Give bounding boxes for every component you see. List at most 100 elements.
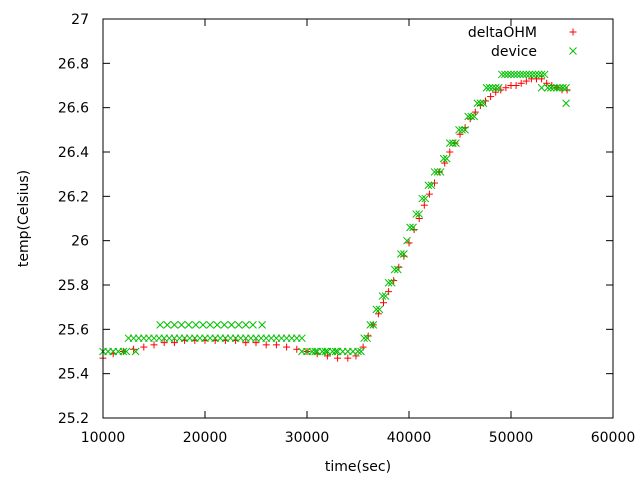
data-point-stroke bbox=[433, 168, 442, 176]
data-point-stroke bbox=[549, 83, 558, 92]
data-point bbox=[334, 354, 342, 362]
data-point bbox=[436, 168, 445, 176]
data-point bbox=[538, 75, 546, 83]
data-point-stroke bbox=[467, 112, 476, 121]
data-point-stroke bbox=[403, 236, 411, 245]
data-point-stroke bbox=[400, 250, 408, 258]
x-tick-label: 30000 bbox=[285, 430, 330, 446]
data-point bbox=[418, 194, 427, 203]
data-point-stroke bbox=[191, 321, 200, 329]
data-point-stroke bbox=[424, 181, 433, 190]
data-point-stroke bbox=[331, 347, 340, 356]
data-point bbox=[442, 154, 451, 163]
y-tick-label: 26.8 bbox=[58, 56, 89, 72]
legend: deltaOHM device bbox=[468, 25, 577, 60]
data-point-stroke bbox=[206, 321, 214, 329]
data-point bbox=[241, 321, 250, 329]
data-point-stroke bbox=[537, 83, 546, 92]
data-point-stroke bbox=[543, 83, 552, 92]
data-point-stroke bbox=[504, 70, 512, 79]
data-point-stroke bbox=[366, 321, 375, 329]
data-point-stroke bbox=[360, 334, 368, 343]
data-point bbox=[534, 70, 543, 79]
data-point-stroke bbox=[234, 321, 243, 329]
data-point bbox=[433, 168, 442, 176]
data-point-stroke bbox=[519, 70, 528, 79]
data-point-stroke bbox=[378, 292, 387, 300]
data-point-stroke bbox=[357, 347, 365, 356]
data-point bbox=[415, 215, 423, 222]
data-point-stroke bbox=[510, 70, 518, 79]
data-point-stroke bbox=[227, 321, 236, 329]
data-point-stroke bbox=[553, 83, 561, 92]
plot-frame bbox=[102, 18, 614, 419]
data-point bbox=[553, 83, 561, 92]
y-tick-label: 25.6 bbox=[58, 322, 89, 338]
data-point-stroke bbox=[396, 250, 405, 258]
data-point bbox=[170, 339, 178, 347]
data-point-stroke bbox=[534, 70, 543, 79]
data-point bbox=[439, 154, 448, 163]
data-point-stroke bbox=[415, 210, 424, 218]
data-point-stroke bbox=[479, 99, 488, 108]
data-point bbox=[449, 139, 457, 147]
data-point bbox=[420, 201, 428, 209]
data-point bbox=[249, 321, 257, 329]
x-tick-label: 10000 bbox=[81, 430, 126, 446]
data-point bbox=[378, 292, 387, 300]
data-point-stroke bbox=[473, 99, 482, 108]
data-point bbox=[464, 112, 473, 121]
data-point bbox=[556, 83, 564, 92]
data-point bbox=[537, 83, 546, 92]
data-point bbox=[252, 339, 260, 347]
data-point bbox=[559, 83, 567, 92]
data-point bbox=[562, 83, 570, 92]
data-point bbox=[492, 88, 500, 96]
y-tick-label: 25.2 bbox=[58, 411, 89, 427]
data-point-stroke bbox=[177, 321, 186, 329]
data-point bbox=[387, 278, 396, 287]
data-point-stroke bbox=[455, 125, 463, 134]
y-axis-label: temp(Celsius) bbox=[16, 170, 32, 267]
data-point bbox=[502, 84, 510, 92]
data-point bbox=[396, 250, 405, 258]
data-point-stroke bbox=[476, 99, 485, 108]
data-marks bbox=[99, 70, 571, 362]
data-point bbox=[543, 83, 552, 92]
data-point bbox=[298, 347, 306, 356]
data-point-stroke bbox=[442, 154, 451, 163]
data-point bbox=[537, 70, 546, 79]
data-point-stroke bbox=[384, 278, 393, 287]
data-point-stroke bbox=[537, 70, 546, 79]
data-point bbox=[206, 321, 214, 329]
data-point-stroke bbox=[522, 70, 531, 79]
data-point bbox=[213, 321, 222, 329]
data-point bbox=[360, 334, 368, 343]
data-point bbox=[400, 250, 408, 258]
series-1-points bbox=[99, 70, 570, 356]
data-point bbox=[220, 321, 229, 329]
data-point bbox=[516, 70, 525, 79]
data-point-stroke bbox=[488, 83, 497, 92]
data-point bbox=[546, 83, 555, 92]
data-point-stroke bbox=[258, 321, 266, 329]
data-point bbox=[150, 341, 158, 349]
data-point bbox=[513, 70, 521, 79]
data-point bbox=[485, 83, 494, 92]
data-point-stroke bbox=[122, 347, 131, 356]
data-point-stroke bbox=[393, 265, 402, 274]
data-point-stroke bbox=[156, 321, 164, 329]
data-point-stroke bbox=[249, 321, 257, 329]
data-point bbox=[455, 125, 463, 134]
y-tick-label: 25.8 bbox=[58, 278, 89, 294]
data-point bbox=[487, 93, 495, 101]
data-point bbox=[412, 210, 420, 218]
data-point bbox=[390, 265, 399, 274]
data-point-stroke bbox=[321, 347, 330, 356]
data-point-stroke bbox=[449, 139, 457, 147]
data-point bbox=[199, 321, 207, 329]
data-point bbox=[522, 77, 530, 85]
y-tick-label: 26.6 bbox=[58, 101, 89, 117]
data-point bbox=[501, 70, 509, 79]
data-point-stroke bbox=[363, 334, 372, 343]
